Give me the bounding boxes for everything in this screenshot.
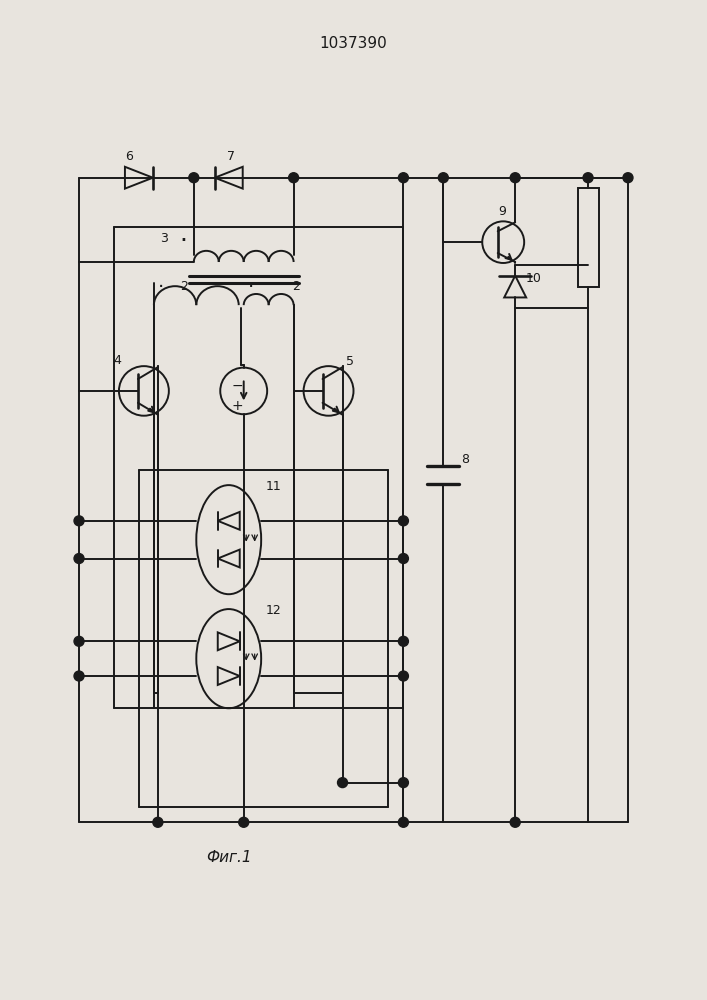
Text: 9: 9 [498,205,506,218]
Circle shape [239,817,249,827]
Bar [578,188,599,287]
Circle shape [337,778,348,788]
Circle shape [74,636,84,646]
Circle shape [399,636,409,646]
Circle shape [510,173,520,183]
Text: 2: 2 [180,280,188,293]
Text: −: − [232,379,243,393]
Text: ·: · [248,278,255,297]
Circle shape [189,173,199,183]
Circle shape [74,671,84,681]
Circle shape [399,778,409,788]
Text: 10: 10 [526,272,542,285]
Circle shape [288,173,298,183]
Circle shape [510,817,520,827]
Text: 3: 3 [160,232,168,245]
Text: 12: 12 [266,604,282,617]
Text: +: + [232,399,243,413]
Circle shape [583,173,593,183]
Text: ·: · [158,278,165,297]
Text: 2: 2 [292,280,300,293]
Text: 6: 6 [125,150,133,163]
Circle shape [74,554,84,563]
Text: 11: 11 [266,480,282,493]
Circle shape [438,173,448,183]
Circle shape [623,173,633,183]
Circle shape [399,671,409,681]
Text: ·: · [180,229,188,253]
Circle shape [399,173,409,183]
Circle shape [74,516,84,526]
Text: 8: 8 [461,453,469,466]
Circle shape [153,817,163,827]
Text: 4: 4 [113,354,121,367]
Text: 7: 7 [227,150,235,163]
Text: Фиг.1: Фиг.1 [206,850,252,864]
Circle shape [399,817,409,827]
Text: 1037390: 1037390 [320,36,387,51]
Circle shape [399,554,409,563]
Text: 5: 5 [346,355,354,368]
Circle shape [399,516,409,526]
